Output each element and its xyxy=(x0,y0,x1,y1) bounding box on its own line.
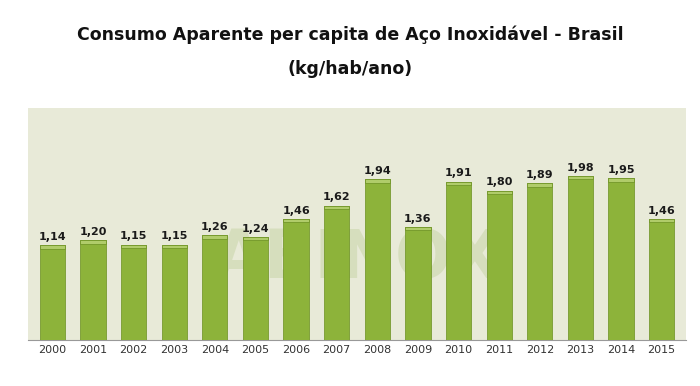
Text: 1,26: 1,26 xyxy=(201,222,229,232)
Bar xyxy=(243,237,268,340)
Bar xyxy=(649,219,674,222)
Text: 1,24: 1,24 xyxy=(241,224,270,234)
Bar xyxy=(486,191,512,194)
Text: 1,15: 1,15 xyxy=(120,231,147,241)
Bar xyxy=(405,227,430,340)
Text: ABINOX: ABINOX xyxy=(213,226,501,291)
Bar xyxy=(121,245,146,248)
Text: 1,46: 1,46 xyxy=(282,206,310,216)
Bar xyxy=(40,245,65,249)
Bar xyxy=(527,183,552,187)
Bar xyxy=(446,182,471,185)
Text: 1,20: 1,20 xyxy=(79,227,106,237)
Text: 1,94: 1,94 xyxy=(363,166,391,176)
Bar xyxy=(365,179,390,340)
Bar xyxy=(446,182,471,340)
Bar xyxy=(284,219,309,222)
Text: Consumo Aparente per capita de Aço Inoxidável - Brasil: Consumo Aparente per capita de Aço Inoxi… xyxy=(77,25,623,44)
Bar xyxy=(284,219,309,340)
Bar xyxy=(162,245,187,340)
Bar xyxy=(608,178,634,182)
Text: 1,91: 1,91 xyxy=(444,168,472,178)
Text: (kg/hab/ano): (kg/hab/ano) xyxy=(288,61,412,78)
Bar xyxy=(324,206,349,209)
Bar xyxy=(324,206,349,340)
Text: 1,89: 1,89 xyxy=(526,170,554,180)
Bar xyxy=(243,237,268,240)
Bar xyxy=(568,176,593,179)
Bar xyxy=(162,245,187,248)
Bar xyxy=(40,245,65,340)
Bar xyxy=(202,235,228,340)
Bar xyxy=(568,176,593,340)
Text: 1,95: 1,95 xyxy=(608,165,635,175)
Bar xyxy=(608,178,634,340)
Text: 1,36: 1,36 xyxy=(404,214,432,224)
Bar xyxy=(527,183,552,340)
Bar xyxy=(121,245,146,340)
Bar xyxy=(202,235,228,239)
Bar xyxy=(80,240,106,244)
Text: 1,14: 1,14 xyxy=(38,232,66,242)
Text: 1,46: 1,46 xyxy=(648,206,676,216)
Bar xyxy=(486,191,512,340)
Bar xyxy=(649,219,674,340)
Text: 1,80: 1,80 xyxy=(486,178,513,188)
Bar xyxy=(405,227,430,230)
Text: 1,62: 1,62 xyxy=(323,192,351,202)
Bar xyxy=(365,179,390,183)
Text: 1,15: 1,15 xyxy=(160,231,188,241)
Bar xyxy=(80,240,106,340)
Text: 1,98: 1,98 xyxy=(566,163,594,173)
